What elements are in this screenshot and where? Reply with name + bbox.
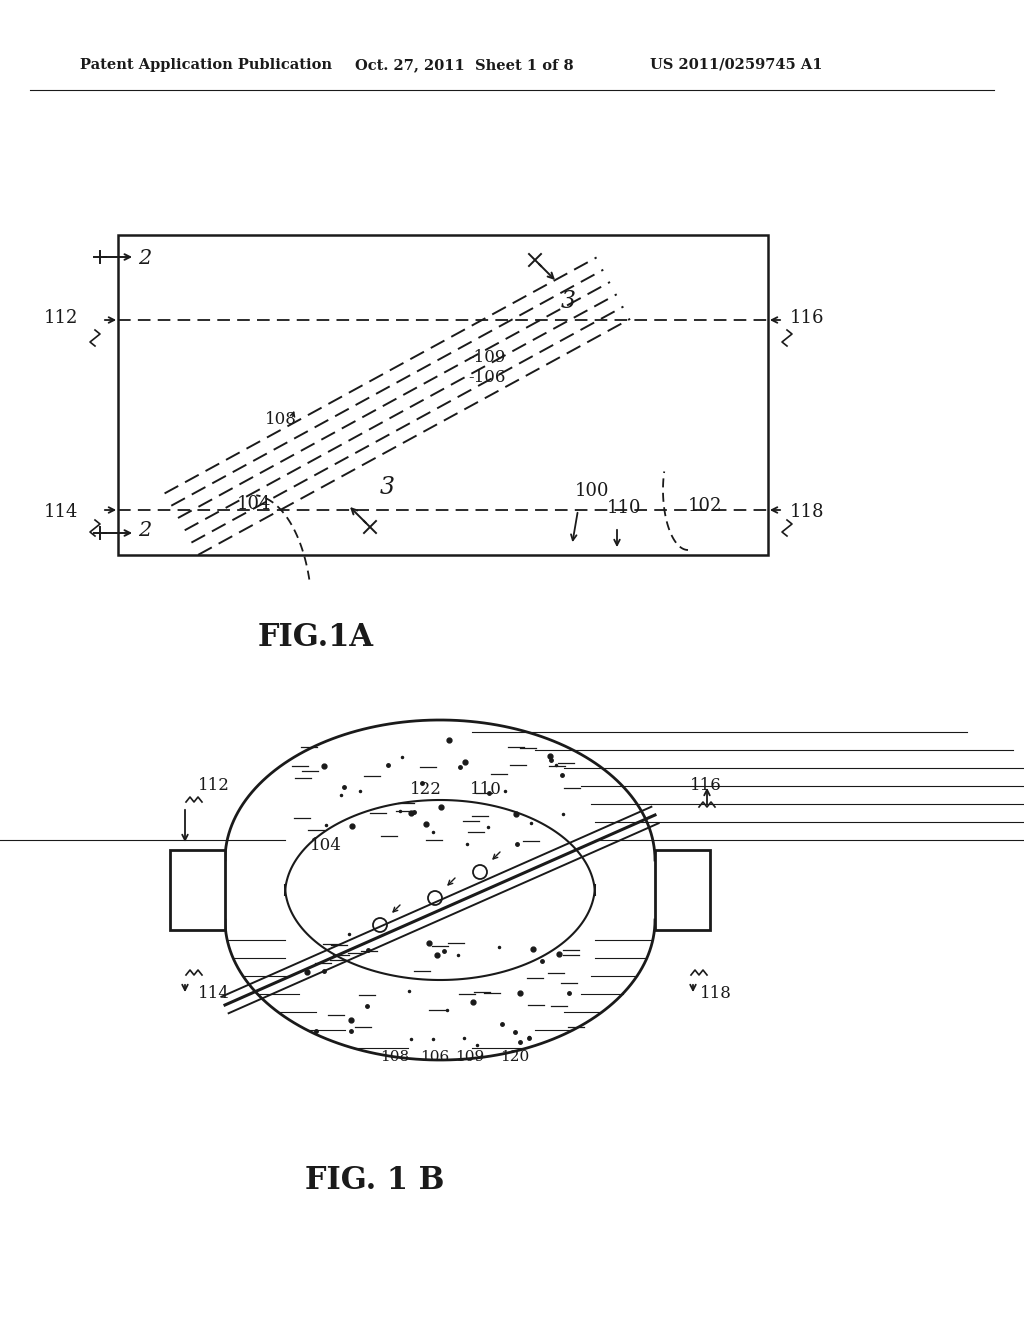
Text: 104: 104 [237, 495, 271, 513]
Text: FIG. 1 B: FIG. 1 B [305, 1166, 444, 1196]
Text: 120: 120 [500, 1049, 529, 1064]
Text: 100: 100 [575, 482, 609, 500]
Text: Oct. 27, 2011  Sheet 1 of 8: Oct. 27, 2011 Sheet 1 of 8 [355, 58, 573, 73]
Bar [655, 850, 710, 931]
Text: 3: 3 [380, 477, 395, 499]
Text: 114: 114 [198, 985, 229, 1002]
Text: FIG.1A: FIG.1A [258, 622, 374, 653]
Text: 118: 118 [790, 503, 824, 521]
Text: 104: 104 [310, 837, 342, 854]
Text: 102: 102 [688, 498, 722, 515]
Text: Patent Application Publication: Patent Application Publication [80, 58, 332, 73]
Text: US 2011/0259745 A1: US 2011/0259745 A1 [650, 58, 822, 73]
Text: 118: 118 [700, 985, 732, 1002]
Text: 109: 109 [455, 1049, 484, 1064]
Text: 108: 108 [380, 1049, 410, 1064]
Text: 3: 3 [561, 290, 575, 313]
Text: 106: 106 [420, 1049, 450, 1064]
Text: 112: 112 [44, 309, 78, 327]
Bar [118, 235, 768, 554]
Text: 2: 2 [138, 521, 152, 540]
Text: 110: 110 [470, 781, 502, 799]
Text: -109: -109 [468, 350, 506, 367]
Text: 122: 122 [410, 781, 442, 799]
Text: 116: 116 [790, 309, 824, 327]
Text: 108: 108 [265, 412, 297, 429]
Text: 2: 2 [138, 249, 152, 268]
Text: 112: 112 [198, 777, 229, 795]
Text: 116: 116 [690, 777, 722, 795]
Text: 110: 110 [607, 499, 641, 517]
Bar [170, 850, 225, 931]
Text: -106: -106 [468, 370, 506, 387]
Text: 114: 114 [44, 503, 78, 521]
